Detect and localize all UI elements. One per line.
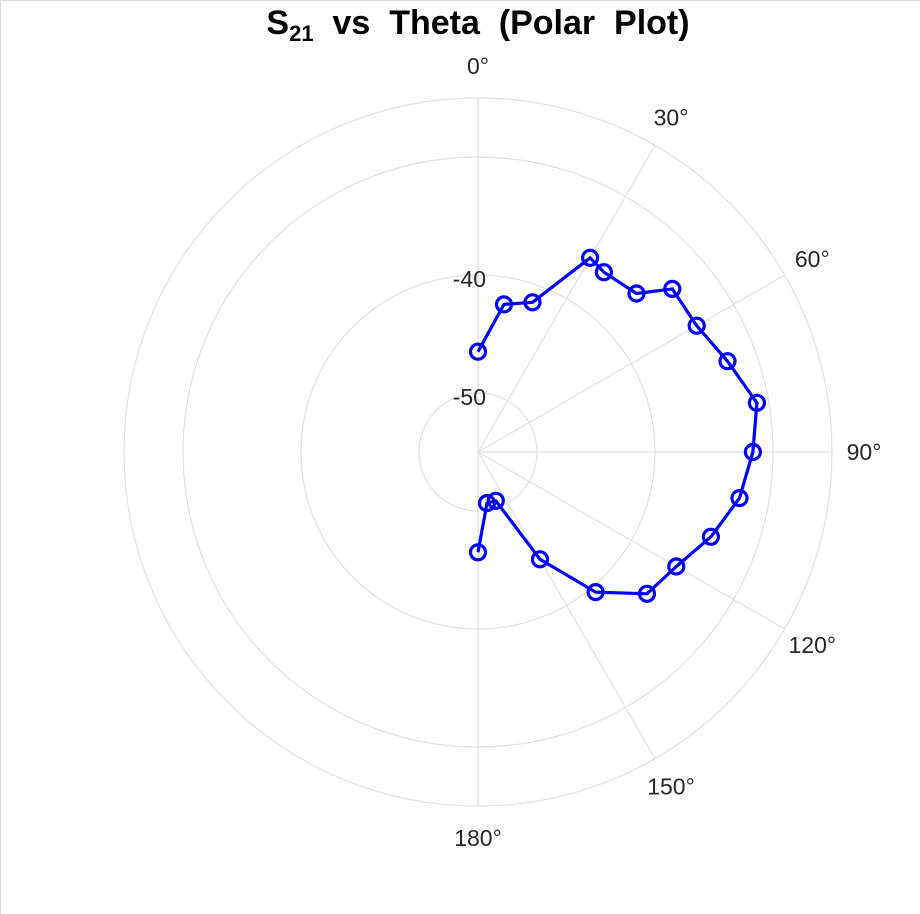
- left-border: [0, 0, 1, 914]
- r-tick-label: -50: [453, 384, 486, 410]
- theta-tick-label: 150°: [647, 773, 695, 799]
- data-point-3: [580, 248, 600, 267]
- data-point-16: [530, 550, 550, 569]
- theta-tick-label: 60°: [795, 246, 830, 272]
- data-point-12: [701, 527, 721, 546]
- theta-tick-label: 0°: [467, 53, 489, 79]
- data-point-0: [468, 342, 488, 361]
- chart-title: S21 vs Theta (Polar Plot): [266, 4, 689, 46]
- data-point-4: [594, 263, 614, 282]
- top-border: [0, 0, 920, 1]
- r-tick-label: -40: [453, 266, 486, 292]
- data-point-9: [747, 393, 767, 412]
- data-point-5: [627, 284, 646, 303]
- theta-tick-label: 30°: [654, 105, 689, 131]
- grid-layer: [123, 97, 833, 807]
- theta-gridline-4: [477, 451, 785, 630]
- theta-tick-label: 180°: [454, 825, 502, 851]
- theta-tick-label: 120°: [788, 632, 836, 658]
- data-point-6: [663, 279, 682, 298]
- series-layer: [468, 248, 767, 603]
- data-point-7: [687, 316, 706, 335]
- theta-gridline-2: [477, 274, 785, 453]
- data-point-8: [718, 352, 737, 371]
- label-layer: 0° 30° 60° 90° 120° 150° 180° -50 -40: [453, 53, 882, 851]
- data-point-19: [468, 543, 488, 562]
- theta-gridline-1: [477, 145, 656, 453]
- series-line-0: [476, 256, 759, 596]
- data-point-14: [637, 584, 657, 603]
- data-point-15: [586, 582, 605, 602]
- theta-gridline-5: [477, 451, 656, 759]
- data-point-10: [743, 442, 763, 462]
- theta-tick-label: 90°: [847, 439, 882, 465]
- data-point-11: [730, 489, 749, 508]
- data-point-13: [667, 557, 686, 576]
- data-point-18: [477, 494, 497, 513]
- data-point-2: [523, 293, 542, 312]
- data-point-1: [494, 295, 514, 314]
- data-point-17: [486, 491, 505, 510]
